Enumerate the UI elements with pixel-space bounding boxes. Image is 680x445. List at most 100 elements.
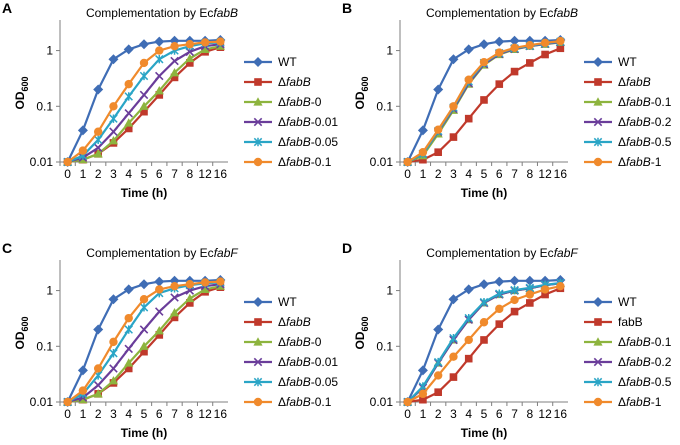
- legend-marker: [253, 157, 263, 167]
- data-point: [525, 290, 535, 299]
- legend-label-suffix: -0.5: [651, 375, 672, 389]
- legend-label: ΔfabB-0.1: [618, 335, 672, 349]
- chart-title-prefix: Complementation by Ec: [86, 6, 213, 20]
- data-point: [464, 75, 473, 84]
- chart-title-prefix: Complementation by Ec: [86, 246, 213, 260]
- legend-label-gene: fabB: [626, 375, 651, 389]
- legend-label-suffix: -1: [651, 395, 662, 409]
- legend-label-prefix: Δ: [618, 335, 626, 349]
- data-point: [510, 295, 519, 305]
- x-tick-label: 4: [465, 167, 472, 181]
- series-group: [403, 36, 565, 167]
- legend-label-prefix: Δ: [618, 395, 626, 409]
- data-point: [419, 155, 427, 164]
- legend-label-suffix: -0.05: [311, 375, 339, 389]
- legend-label-gene: fabB: [286, 115, 311, 129]
- data-point: [139, 295, 149, 304]
- data-point: [540, 38, 550, 47]
- data-point: [433, 84, 444, 95]
- legend-label: ΔfabB-0.5: [618, 135, 672, 149]
- chart-title: Complementation by EcfabF: [426, 246, 578, 260]
- x-tick-label: 3: [110, 407, 117, 421]
- legend-label: ΔfabB-1: [618, 155, 662, 169]
- data-point: [170, 313, 179, 322]
- data-point: [479, 297, 489, 307]
- legend-label-prefix: Δ: [278, 395, 286, 409]
- data-point: [109, 127, 118, 136]
- legend-label-gene: fabB: [286, 75, 311, 89]
- data-point: [109, 364, 118, 373]
- data-point: [464, 313, 473, 323]
- y-axis-label-main: OD: [13, 331, 27, 349]
- data-point: [108, 376, 119, 385]
- data-point: [200, 278, 210, 287]
- chart-title: Complementation by EcfabF: [86, 246, 238, 260]
- chart-title-gene: fabB: [213, 6, 238, 20]
- legend-label-suffix: -0: [311, 335, 322, 349]
- data-point: [139, 39, 149, 50]
- x-tick-label: 1: [420, 167, 427, 181]
- x-tick-label: 5: [481, 407, 488, 421]
- data-point: [463, 44, 474, 55]
- legend-label: ΔfabB-0.05: [278, 375, 338, 389]
- data-point: [108, 54, 119, 65]
- data-point: [403, 397, 412, 407]
- data-point: [109, 102, 118, 111]
- legend-label: ΔfabB-0: [278, 335, 322, 349]
- legend-marker: [593, 377, 603, 387]
- y-tick-label: 1: [386, 44, 393, 58]
- data-point: [479, 279, 489, 290]
- legend-label-suffix: -0.1: [651, 335, 672, 349]
- y-axis-label-main: OD: [13, 91, 27, 109]
- data-point: [170, 293, 179, 302]
- data-point: [139, 90, 149, 100]
- data-point: [124, 344, 133, 354]
- legend-marker: [593, 397, 603, 407]
- y-tick-label: 0.01: [30, 395, 54, 409]
- data-point: [495, 304, 504, 314]
- y-tick-label: 1: [46, 284, 53, 298]
- legend-marker: [594, 318, 602, 326]
- chart-title: Complementation by EcfabB: [426, 6, 578, 20]
- legend-item: ΔfabB-0.01: [244, 355, 338, 369]
- x-tick-label: 16: [214, 167, 228, 181]
- legend-marker: [254, 318, 262, 326]
- data-point: [139, 325, 149, 334]
- legend-marker: [253, 57, 263, 67]
- x-tick-label: 1: [420, 407, 427, 421]
- chart-title: Complementation by EcfabB: [86, 6, 238, 20]
- data-point: [93, 149, 103, 158]
- y-tick-label: 0.1: [36, 99, 53, 113]
- data-point: [93, 127, 103, 136]
- x-tick-label: 0: [64, 167, 71, 181]
- legend-item: WT: [244, 295, 297, 309]
- legend-item: ΔfabB-0.1: [244, 155, 332, 169]
- legend-item: ΔfabB-0.05: [244, 135, 338, 149]
- legend-label-prefix: Δ: [618, 375, 626, 389]
- data-point: [140, 347, 148, 356]
- legend-label-gene: fabB: [626, 135, 651, 149]
- legend-label-gene: fabB: [286, 315, 311, 329]
- data-point: [449, 352, 458, 361]
- legend-label-prefix: Δ: [618, 75, 626, 89]
- legend-item: ΔfabB-1: [584, 395, 662, 409]
- legend-item: ΔfabB-0.1: [584, 335, 672, 349]
- data-point: [63, 157, 72, 167]
- legend-item: ΔfabB-0: [244, 335, 322, 349]
- data-point: [78, 146, 88, 155]
- data-point: [449, 373, 458, 381]
- chart-title-prefix: Complementation by Ec: [426, 6, 553, 20]
- legend-item: ΔfabB-0.2: [584, 115, 672, 129]
- data-point: [78, 394, 88, 404]
- data-point: [93, 324, 104, 335]
- data-point: [93, 380, 103, 390]
- legend-label-prefix: Δ: [278, 315, 286, 329]
- data-point: [139, 303, 149, 312]
- legend-label: ΔfabB: [278, 75, 311, 89]
- x-tick-label: 12: [198, 407, 212, 421]
- data-point: [495, 80, 504, 88]
- legend-label-prefix: Δ: [618, 355, 626, 369]
